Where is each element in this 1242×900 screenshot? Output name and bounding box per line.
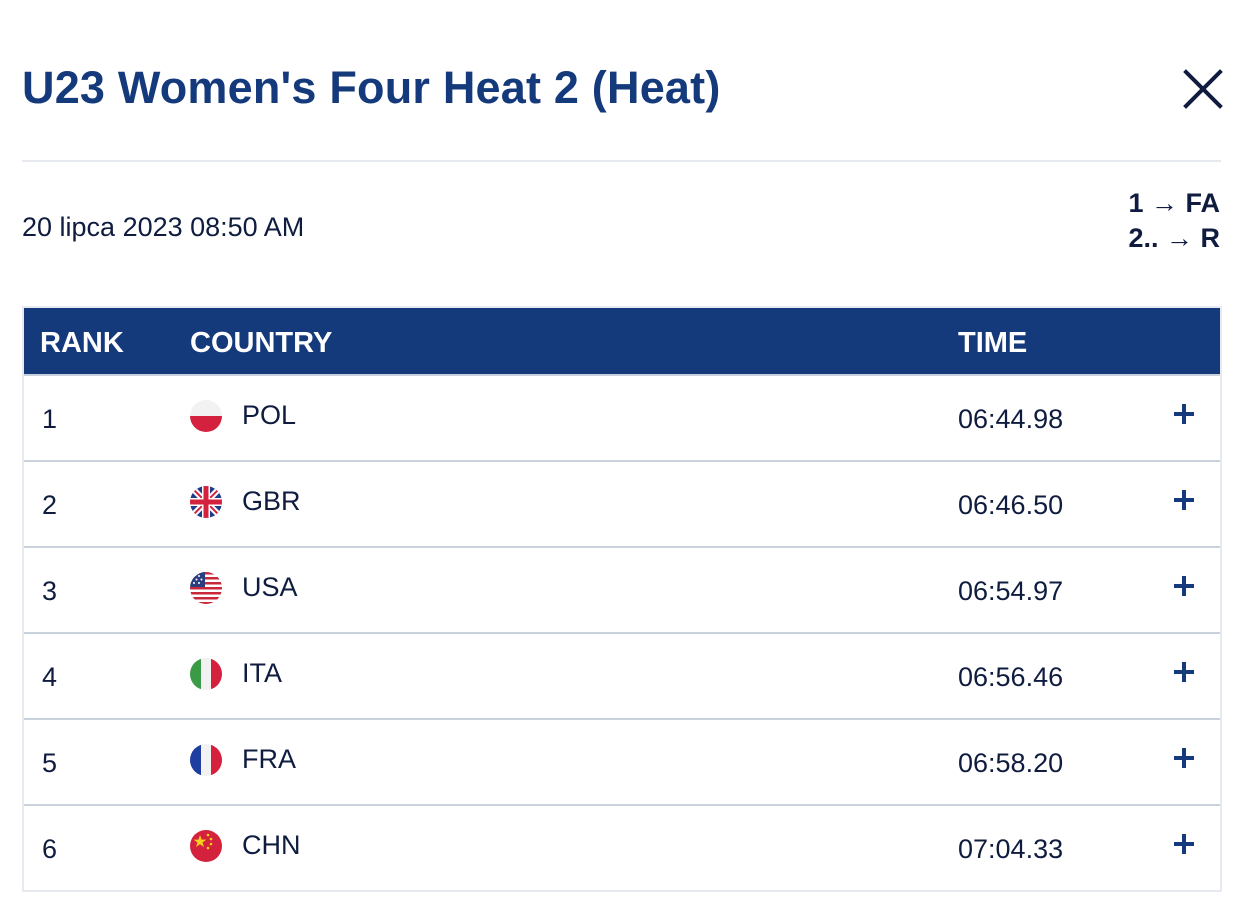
progression-rules: 1 → FA 2.. → R	[1128, 186, 1220, 256]
time-cell: 06:58.20	[958, 748, 1064, 778]
table-row[interactable]: 4 ITA 06:56.46	[24, 632, 1220, 718]
table-header: RANK COUNTRY TIME	[24, 306, 1220, 374]
expand-row-button[interactable]	[1172, 746, 1196, 770]
expand-row-button[interactable]	[1172, 402, 1196, 426]
country-cell: POL	[242, 400, 297, 430]
china-flag-icon	[190, 830, 222, 862]
plus-icon	[1174, 490, 1194, 510]
italy-flag-icon	[190, 658, 222, 690]
time-cell: 07:04.33	[958, 834, 1064, 864]
rank-cell: 3	[42, 576, 58, 606]
country-cell: ITA	[242, 658, 282, 688]
country-cell: FRA	[242, 744, 296, 774]
page-title: U23 Women's Four Heat 2 (Heat)	[22, 62, 721, 113]
time-cell: 06:44.98	[958, 404, 1064, 434]
table-row[interactable]: 5 FRA 06:58.20	[24, 718, 1220, 804]
rank-cell: 5	[42, 748, 58, 778]
great-britain-flag-icon	[190, 486, 222, 518]
rank-cell: 4	[42, 662, 58, 692]
france-flag-icon	[190, 744, 222, 776]
plus-icon	[1174, 576, 1194, 596]
expand-row-button[interactable]	[1172, 488, 1196, 512]
column-header-country: COUNTRY	[190, 327, 333, 359]
expand-row-button[interactable]	[1172, 832, 1196, 856]
race-datetime: 20 lipca 2023 08:50 AM	[22, 212, 305, 242]
time-cell: 06:54.97	[958, 576, 1064, 606]
country-cell: CHN	[242, 830, 301, 860]
table-row[interactable]: 1 POL 06:44.98	[24, 374, 1220, 460]
progression-rule-2: 2.. → R	[1128, 223, 1220, 253]
results-table: RANK COUNTRY TIME 1 POL 06:44.98 2	[22, 306, 1222, 892]
plus-icon	[1174, 662, 1194, 682]
rank-cell: 2	[42, 490, 58, 520]
rank-cell: 1	[42, 404, 58, 434]
table-row[interactable]: 6 CHN 07:04.33	[24, 804, 1220, 890]
table-row[interactable]: 2 GBR 06:46.50	[24, 460, 1220, 546]
expand-row-button[interactable]	[1172, 574, 1196, 598]
time-cell: 06:56.46	[958, 662, 1064, 692]
plus-icon	[1174, 748, 1194, 768]
header-divider	[22, 160, 1221, 162]
progression-rule-1: 1 → FA	[1128, 188, 1220, 218]
poland-flag-icon	[190, 400, 222, 432]
time-cell: 06:46.50	[958, 490, 1064, 520]
column-header-rank: RANK	[40, 327, 124, 359]
usa-flag-icon	[190, 572, 222, 604]
close-button[interactable]	[1180, 66, 1226, 112]
table-row[interactable]: 3 USA 06:54.97	[24, 546, 1220, 632]
plus-icon	[1174, 834, 1194, 854]
close-icon	[1183, 69, 1223, 109]
plus-icon	[1174, 404, 1194, 424]
country-cell: USA	[242, 572, 298, 602]
expand-row-button[interactable]	[1172, 660, 1196, 684]
rank-cell: 6	[42, 834, 58, 864]
column-header-time: TIME	[958, 327, 1028, 359]
country-cell: GBR	[242, 486, 301, 516]
